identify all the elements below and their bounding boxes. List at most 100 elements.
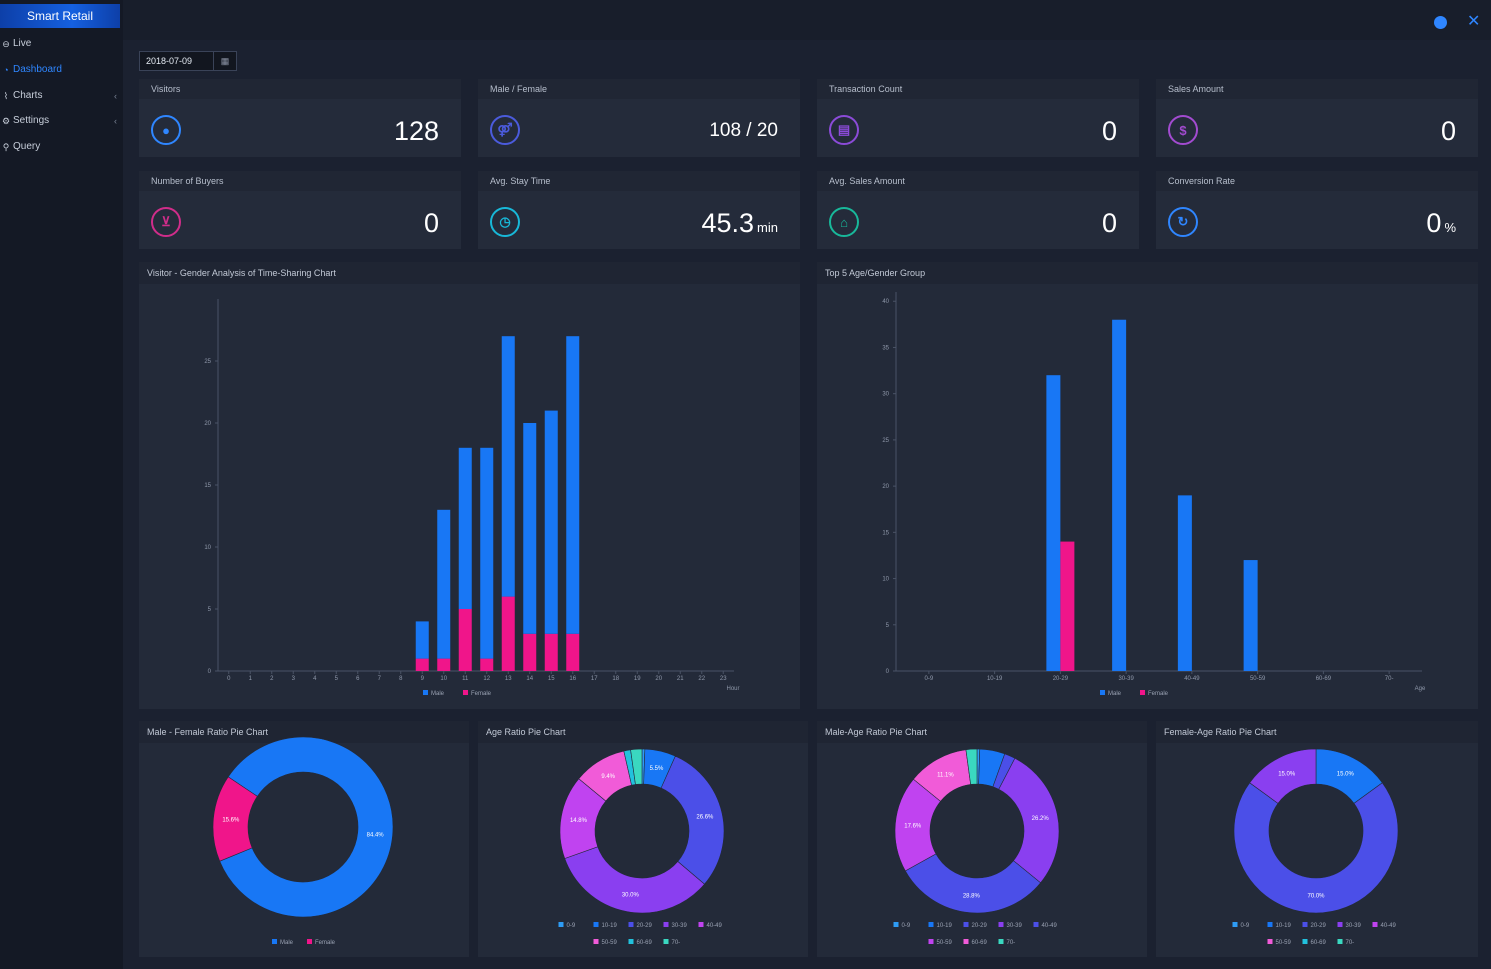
legend-swatch (1337, 922, 1343, 927)
refresh-icon: ↻ (1168, 207, 1198, 237)
dollar-icon: $ (1168, 115, 1198, 145)
legend-label: 70- (1346, 940, 1355, 946)
sidebar-item-query[interactable]: ⚲ Query (0, 137, 123, 157)
bag-icon: ⌂ (829, 207, 859, 237)
bar-female (501, 596, 515, 671)
pie-slice (998, 757, 1060, 884)
panel-title: Top 5 Age/Gender Group (817, 262, 1478, 284)
legend-swatch (928, 922, 934, 927)
top-bar (123, 0, 1491, 40)
pie-slice (219, 736, 394, 918)
sidebar-item-settings[interactable]: ⚙ Settings ‹ (0, 111, 123, 131)
legend-swatch (628, 922, 634, 927)
x-tick-label: 9 (421, 676, 425, 682)
x-tick-label: 1 (249, 676, 253, 682)
x-tick-label: 11 (462, 676, 469, 682)
x-tick-label: 7 (378, 676, 382, 682)
x-tick-label: 20-29 (1053, 676, 1069, 682)
pie-slice (630, 748, 643, 785)
sidebar-item-live[interactable]: ⊖ Live (0, 34, 123, 54)
stat-card-buyers: Number of Buyers ⊻ 0 (139, 171, 461, 249)
sidebar-item-label: Settings (13, 115, 50, 126)
pie-slice (1233, 782, 1399, 914)
male-age-pie-panel: Male-Age Ratio Pie Chart 26.2% 28.8% 17.6%… (817, 721, 1147, 957)
legend-swatch (1372, 922, 1378, 927)
pie-slice (212, 776, 258, 862)
stat-card-sales: Sales Amount $ 0 (1156, 79, 1478, 157)
date-picker[interactable]: 2018-07-09 ▦ (139, 51, 237, 71)
mf-pie-panel: Male - Female Ratio Pie Chart 84.4% 15.6%… (139, 721, 469, 957)
y-tick-label: 10 (882, 577, 889, 583)
bar-male (458, 447, 472, 609)
legend-swatch (998, 922, 1004, 927)
stat-value: 128 (393, 116, 439, 146)
legend-label: 70- (1007, 940, 1016, 946)
legend-label: 40-49 (707, 923, 723, 929)
date-value[interactable]: 2018-07-09 (146, 56, 193, 66)
x-tick-label: 10-19 (987, 676, 1003, 682)
female-age-pie-chart: 15.0% 70.0% 15.0% 0-9 10-19 20-29 30-39 40-49 50… (1232, 748, 1399, 946)
age-ratio-pie-chart: 5.5% 26.6% 30.0% 14.8% 9.4% 0-9 10-19 20-29 30-3… (558, 748, 725, 946)
x-tick-label: 60-69 (1316, 676, 1332, 682)
legend-swatch (663, 922, 669, 927)
gear-icon: ⚙ (1, 116, 11, 126)
legend-label: 0-9 (567, 923, 576, 929)
x-tick-label: 12 (483, 676, 490, 682)
close-icon[interactable]: ✕ (1467, 13, 1481, 30)
bar-male (437, 509, 451, 659)
legend-label: 40-49 (1042, 923, 1058, 929)
y-tick-label: 5 (886, 623, 890, 629)
x-tick-label: 16 (569, 676, 576, 682)
legend-label: 50-59 (602, 940, 618, 946)
sidebar-item-dashboard[interactable]: ◔ Dashboard (0, 60, 123, 80)
stat-label: Number of Buyers (139, 171, 461, 191)
stat-value: 0 (1101, 116, 1117, 146)
y-tick-label: 25 (204, 359, 211, 365)
x-tick-label: 18 (612, 676, 619, 682)
pie-slice-label: 26.6% (696, 815, 714, 821)
y-tick-label: 5 (208, 607, 212, 613)
dashboard-icon: ◔ (3, 65, 9, 75)
x-tick-label: 0-9 (925, 676, 934, 682)
panel-title: Female-Age Ratio Pie Chart (1156, 721, 1478, 743)
bar-male (1177, 495, 1192, 671)
pie-slice-label: 5.5% (650, 766, 664, 772)
x-tick-label: 10 (440, 676, 447, 682)
legend-swatch (963, 939, 969, 944)
search-icon: ⚲ (2, 142, 10, 152)
x-tick-label: 14 (526, 676, 533, 682)
legend-swatch (998, 939, 1004, 944)
bar-male (501, 336, 515, 597)
sidebar-item-charts[interactable]: ⌇ Charts ‹ (0, 86, 123, 106)
globe-icon[interactable] (1434, 16, 1447, 29)
bar-female (1060, 541, 1075, 671)
legend-label: 20-29 (1311, 923, 1327, 929)
app-brand[interactable]: Smart Retail (0, 4, 120, 28)
pie-slice-label: 17.6% (904, 823, 922, 829)
legend-label: 10-19 (1276, 923, 1292, 929)
panel-title: Male-Age Ratio Pie Chart (817, 721, 1147, 743)
legend-label-female: Female (471, 691, 492, 697)
stat-value: 0 (1101, 208, 1117, 238)
x-tick-label: 30-39 (1118, 676, 1134, 682)
calendar-icon[interactable]: ▦ (213, 52, 236, 70)
sidebar-item-label: Query (13, 141, 41, 152)
pie-slice-label: 11.1% (937, 773, 954, 779)
pie-slice (564, 846, 705, 914)
pie-slice (660, 755, 725, 885)
bar-female (415, 658, 429, 671)
age-pie-panel: Age Ratio Pie Chart 5.5% 26.6% 30.0% 14.8% 9… (478, 721, 808, 957)
legend-swatch (307, 939, 312, 944)
panel-title: Age Ratio Pie Chart (478, 721, 808, 743)
stat-label: Conversion Rate (1156, 171, 1478, 191)
y-tick-label: 15 (882, 530, 889, 536)
stat-label: Avg. Sales Amount (817, 171, 1139, 191)
legend-swatch (1033, 922, 1039, 927)
stat-value: 0% (1426, 207, 1456, 244)
legend-label: 60-69 (637, 940, 653, 946)
x-axis-label: Hour (726, 686, 739, 692)
stat-label: Transaction Count (817, 79, 1139, 99)
x-tick-label: 13 (505, 676, 512, 682)
legend-swatch (272, 939, 277, 944)
